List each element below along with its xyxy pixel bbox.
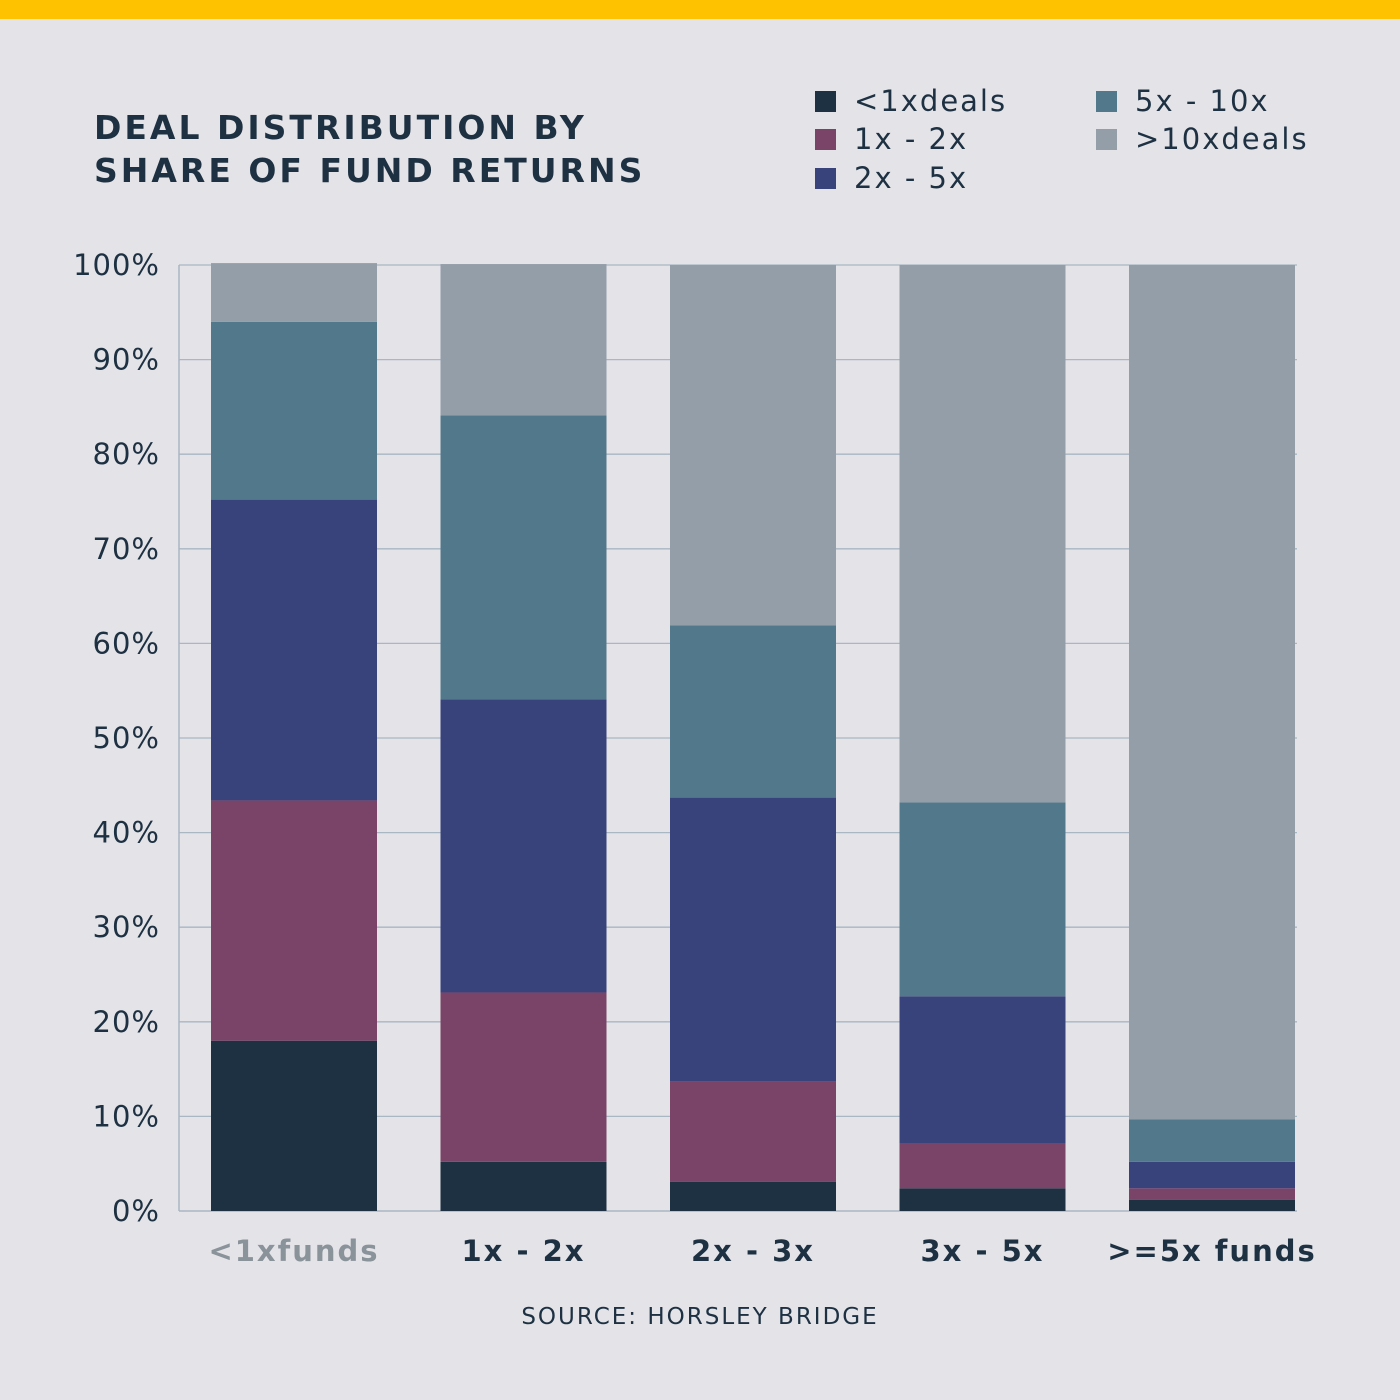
bar-segment	[670, 1181, 836, 1211]
bar-segment	[670, 625, 836, 798]
legend-label: 5x - 10x	[1135, 84, 1270, 118]
legend-label: 1x - 2x	[854, 122, 969, 156]
bar-segment	[899, 1188, 1066, 1211]
bar-segment	[440, 415, 607, 700]
bar-segment	[1129, 1199, 1295, 1211]
legend-item-1x-2x: 1x - 2x	[815, 122, 968, 156]
bar-segment	[211, 263, 377, 322]
bar-segment	[211, 1040, 377, 1211]
legend-swatch	[815, 128, 836, 150]
bar-segment	[899, 802, 1066, 997]
x-category-label: <1xfunds	[208, 1234, 379, 1268]
legend-swatch	[1096, 90, 1117, 112]
top-accent-bar	[0, 0, 1400, 19]
y-tick-label: 90%	[93, 343, 160, 377]
bar-segment	[211, 499, 377, 801]
legend-item-5x-10x: 5x - 10x	[1096, 84, 1270, 118]
chart-title: DEAL DISTRIBUTION BY SHARE OF FUND RETUR…	[94, 106, 645, 192]
y-tick-label: 30%	[93, 910, 160, 944]
y-tick-label: 10%	[93, 1099, 160, 1133]
y-tick-label: 80%	[93, 437, 160, 471]
legend-swatch	[1096, 128, 1117, 150]
legend-label: <1xdeals	[854, 84, 1008, 118]
legend-label: >10xdeals	[1135, 122, 1309, 156]
bar-segment	[899, 1143, 1066, 1189]
bar-segment	[1129, 1161, 1295, 1189]
x-category-label: 2x - 3x	[691, 1234, 815, 1268]
legend-item-gt10xdeals: >10xdeals	[1096, 122, 1309, 156]
y-tick-label: 100%	[73, 248, 160, 282]
bar-segment	[211, 321, 377, 500]
bar-segment	[440, 992, 607, 1162]
legend-label: 2x - 5x	[854, 161, 969, 195]
y-tick-label: 50%	[93, 721, 160, 755]
legend-item-lt1xdeals: <1xdeals	[815, 84, 1007, 118]
bar-segment	[440, 1161, 607, 1211]
y-tick-label: 20%	[93, 1005, 160, 1039]
bar-segment	[440, 699, 607, 993]
bar-segment	[670, 265, 836, 626]
legend-swatch	[815, 167, 836, 189]
x-category-label: 1x - 2x	[462, 1234, 586, 1268]
bar-segment	[670, 1081, 836, 1182]
bar-segment	[211, 800, 377, 1041]
source-note: SOURCE: HORSLEY BRIDGE	[521, 1304, 879, 1330]
y-tick-label: 40%	[93, 816, 160, 850]
chart-title-line-1: DEAL DISTRIBUTION BY	[94, 108, 587, 147]
legend-item-2x-5x: 2x - 5x	[815, 161, 968, 195]
bar-segment	[440, 264, 607, 416]
bar-segment	[1129, 265, 1295, 1120]
bar-segment	[1129, 1188, 1295, 1200]
bar-segment	[899, 265, 1066, 803]
y-tick-label: 0%	[112, 1194, 160, 1228]
legend-swatch	[815, 90, 836, 112]
x-category-label: >=5x funds	[1107, 1234, 1317, 1268]
bar-segment	[1129, 1119, 1295, 1162]
bar-segment	[670, 797, 836, 1082]
y-tick-label: 70%	[93, 532, 160, 566]
bar-segment	[899, 996, 1066, 1144]
x-category-label: 3x - 5x	[921, 1234, 1045, 1268]
y-tick-label: 60%	[93, 626, 160, 660]
chart-title-line-2: SHARE OF FUND RETURNS	[94, 151, 646, 190]
